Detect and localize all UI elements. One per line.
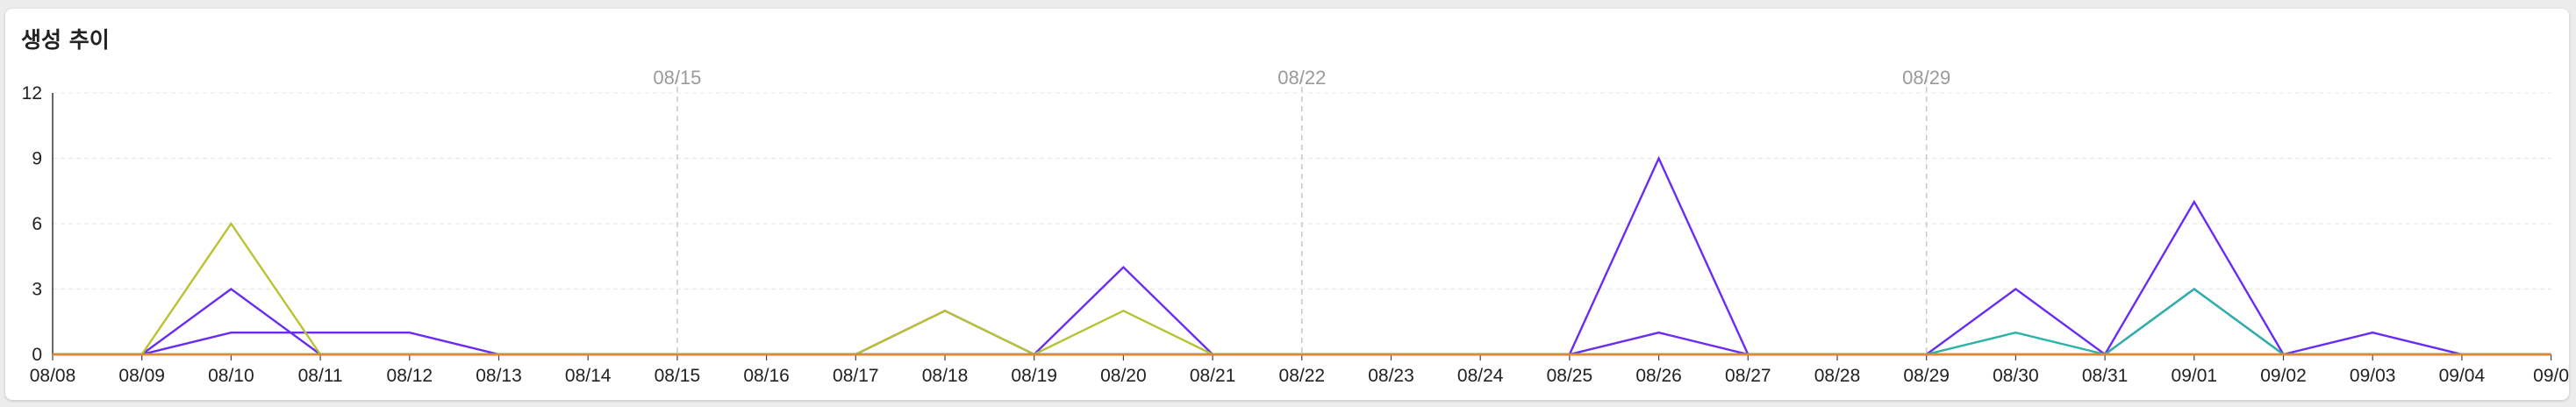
x-tick-label-9: 08/17 — [833, 366, 879, 386]
x-tick-label-23: 08/31 — [2082, 366, 2129, 386]
x-tick-label-15: 08/23 — [1368, 366, 1414, 386]
x-tick-label-8: 08/16 — [743, 366, 790, 386]
week-marker-label-2: 08/29 — [1902, 67, 1950, 89]
x-tick-label-27: 09/04 — [2439, 366, 2486, 386]
x-tick-label-5: 08/13 — [476, 366, 522, 386]
x-tick-label-21: 08/29 — [1903, 366, 1950, 386]
x-tick-label-12: 08/20 — [1100, 366, 1147, 386]
x-tick-label-26: 09/03 — [2350, 366, 2396, 386]
x-tick-label-7: 08/15 — [655, 366, 701, 386]
x-tick-label-1: 08/09 — [118, 366, 165, 386]
x-tick-label-10: 08/18 — [922, 366, 969, 386]
x-tick-label-14: 08/22 — [1279, 366, 1326, 386]
x-tick-label-17: 08/25 — [1547, 366, 1593, 386]
week-marker-label-0: 08/15 — [653, 67, 701, 89]
x-tick-label-4: 08/12 — [387, 366, 433, 386]
x-tick-label-19: 08/27 — [1725, 366, 1771, 386]
x-tick-label-18: 08/26 — [1635, 366, 1682, 386]
x-tick-label-22: 08/30 — [1993, 366, 2039, 386]
x-tick-label-0: 08/08 — [30, 366, 76, 386]
week-marker-label-1: 08/22 — [1277, 67, 1326, 89]
x-tick-label-20: 08/28 — [1814, 366, 1861, 386]
y-tick-label-4: 12 — [22, 83, 42, 104]
x-tick-label-6: 08/14 — [565, 366, 612, 386]
x-tick-label-3: 08/11 — [298, 366, 343, 386]
x-tick-label-2: 08/10 — [208, 366, 254, 386]
x-tick-label-16: 08/24 — [1457, 366, 1504, 386]
x-tick-label-28: 09/0 — [2533, 366, 2569, 386]
x-tick-label-11: 08/19 — [1011, 366, 1057, 386]
x-tick-label-24: 09/01 — [2172, 366, 2218, 386]
x-tick-label-25: 09/02 — [2260, 366, 2307, 386]
y-tick-label-2: 6 — [32, 214, 42, 234]
y-tick-label-3: 9 — [32, 149, 42, 169]
x-tick-label-13: 08/21 — [1190, 366, 1236, 386]
y-tick-label-0: 0 — [32, 345, 42, 365]
y-tick-label-1: 3 — [32, 280, 42, 300]
